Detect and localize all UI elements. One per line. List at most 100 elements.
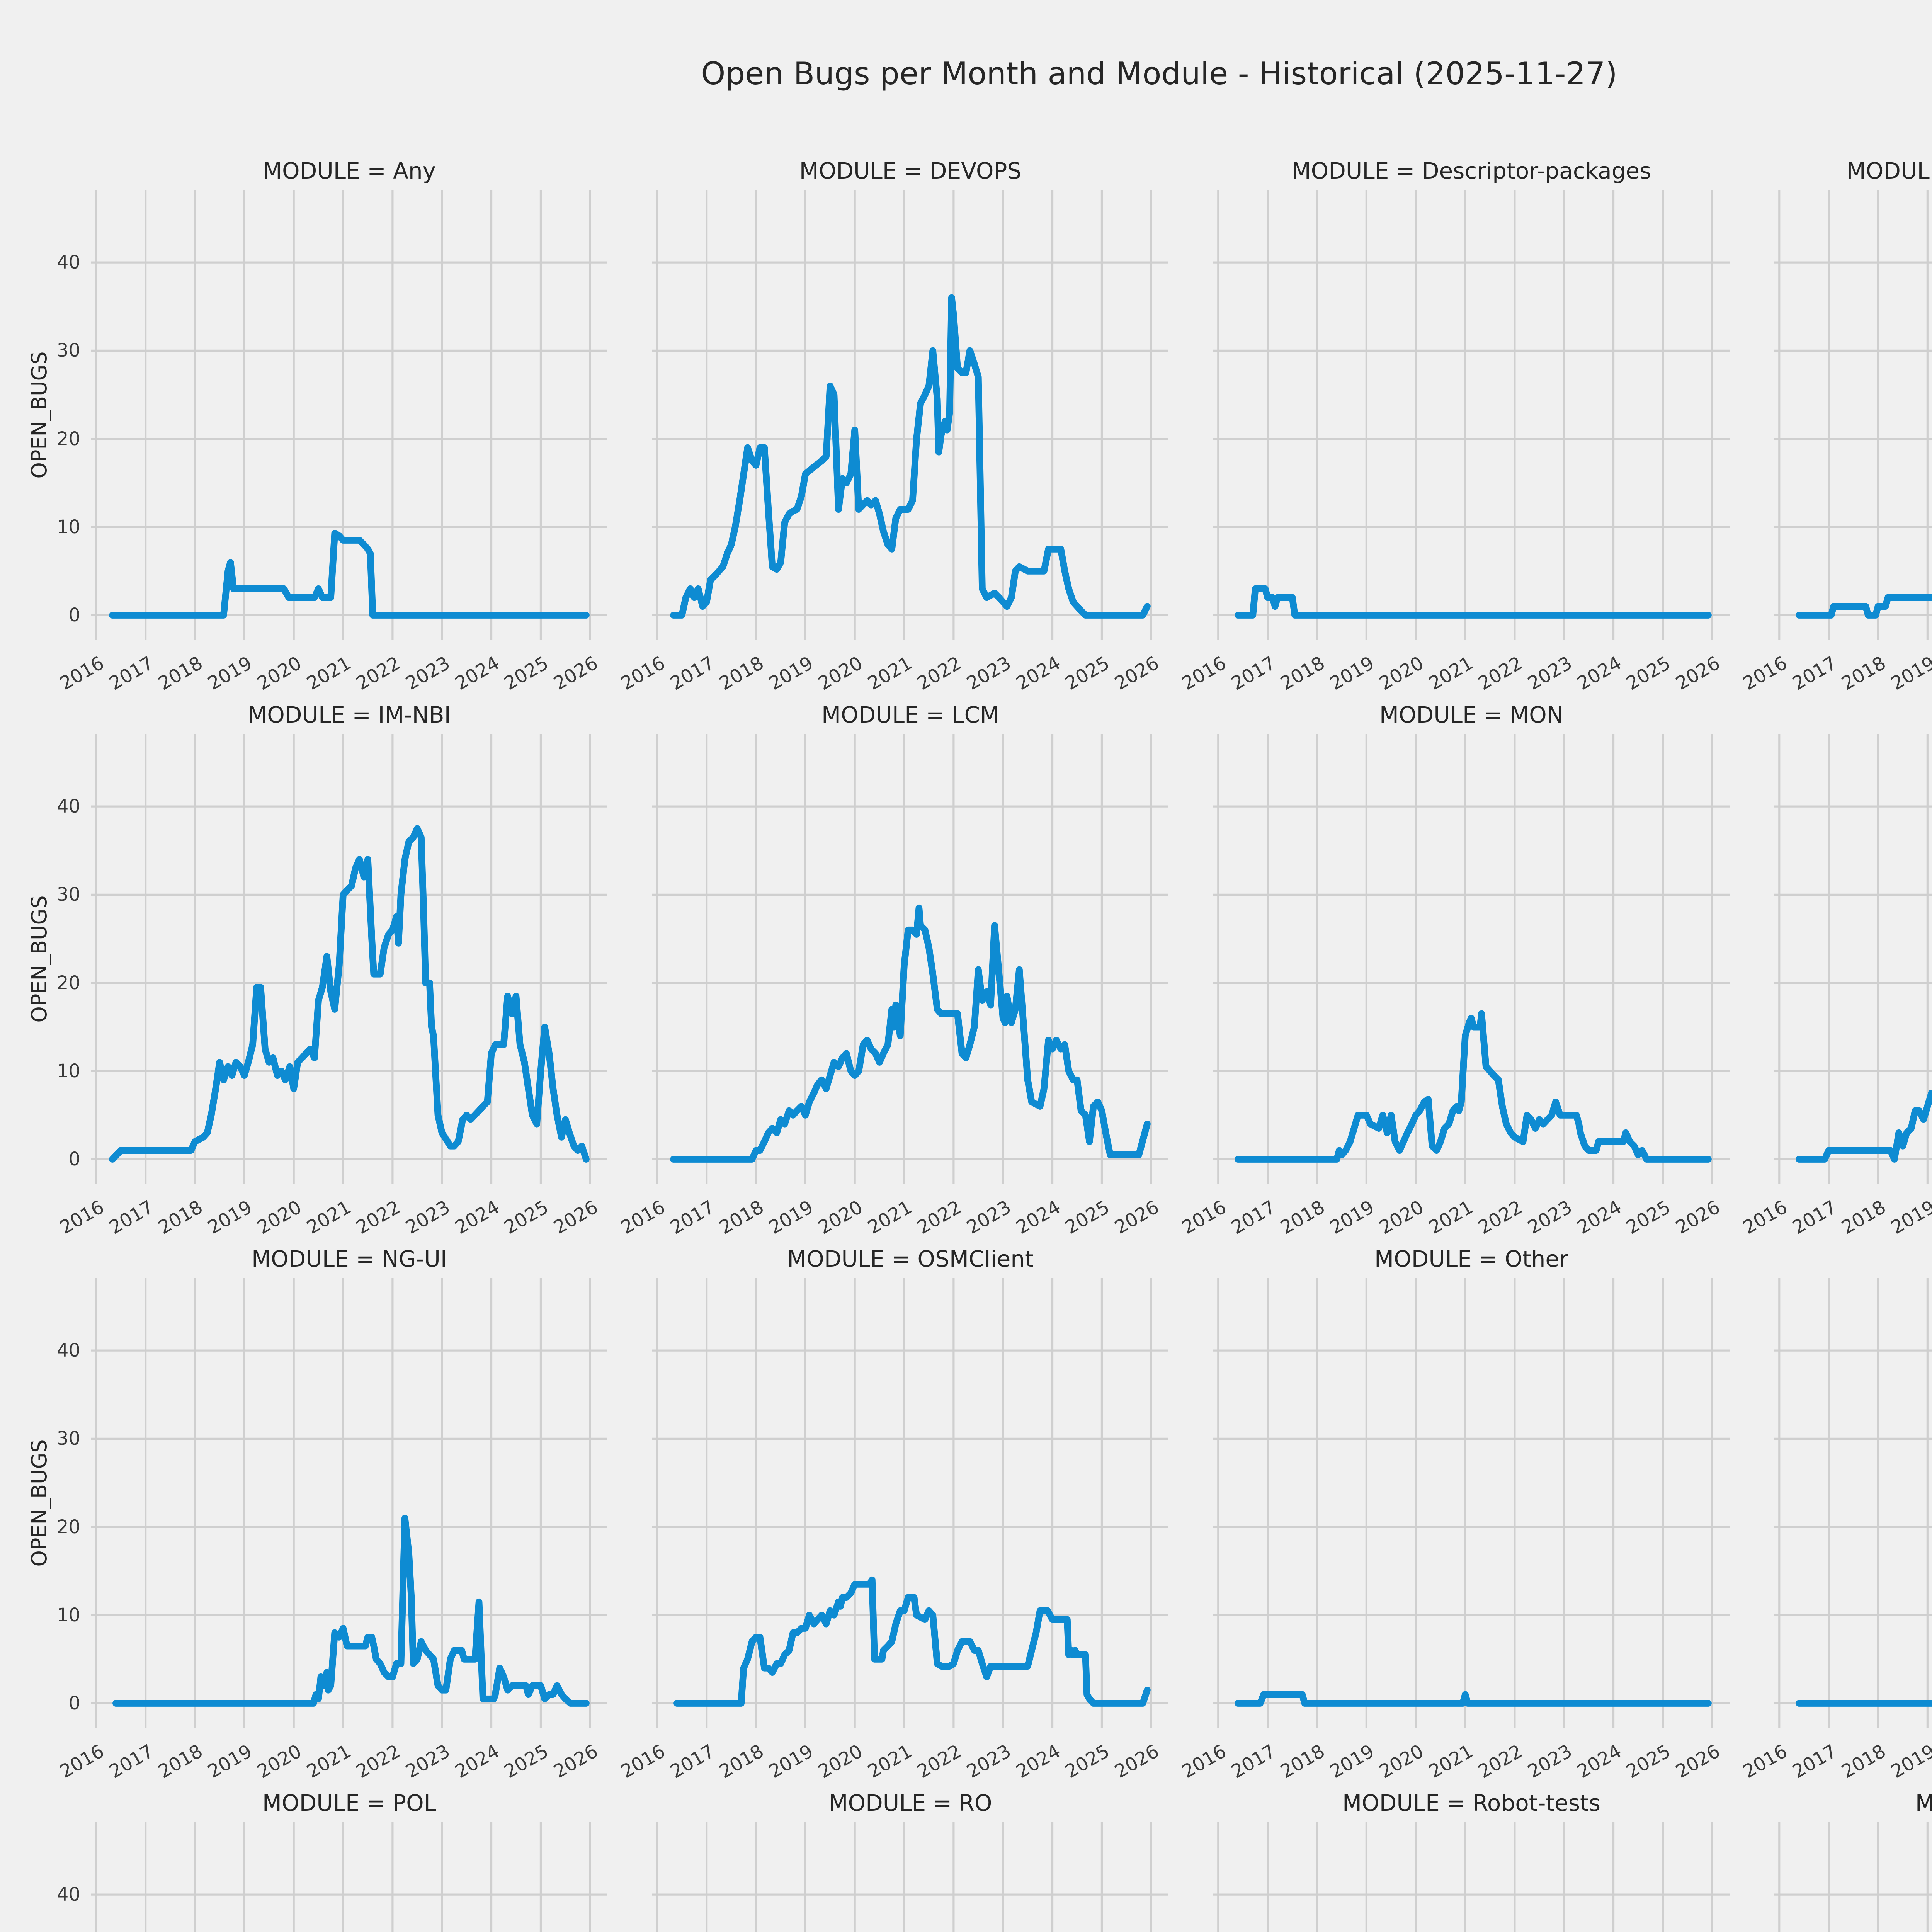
facet-title-descriptor-packages: MODULE = Descriptor-packages xyxy=(1291,158,1651,184)
x-tick-label: 2017 xyxy=(1227,1196,1279,1239)
x-tick-label: 2017 xyxy=(105,652,157,695)
plot-area-ro xyxy=(652,1822,1168,1932)
svg-text:OPEN_BUGS: OPEN_BUGS xyxy=(27,895,51,1022)
x-tick-label: 2016 xyxy=(56,652,108,695)
x-tick-label: 2019 xyxy=(204,652,256,695)
series-line-open-bugs xyxy=(670,904,1151,1163)
x-tick-label: 2022 xyxy=(352,1196,404,1239)
plot-area-other xyxy=(1213,1278,1730,1728)
x-tick-label: 2022 xyxy=(1475,652,1526,695)
y-tick-label: 40 xyxy=(56,1340,80,1362)
y-axis-label: OPEN_BUGS xyxy=(19,1822,59,1932)
x-tick-label: 2020 xyxy=(1376,1196,1428,1239)
series-line-open-bugs xyxy=(1796,1090,1932,1163)
y-tick-label: 10 xyxy=(56,1604,80,1626)
x-tick-label: 2023 xyxy=(1524,1740,1576,1783)
x-tick-label: 2021 xyxy=(1425,652,1477,695)
series-line-open-bugs xyxy=(1796,594,1932,619)
plot-area-pol xyxy=(91,1822,607,1932)
plot-area-devops xyxy=(652,190,1168,640)
x-tick-label: 2017 xyxy=(1227,1740,1279,1783)
y-tick-label: 40 xyxy=(56,252,80,274)
series-line-open-bugs xyxy=(673,1576,1151,1707)
x-tick-label: 2022 xyxy=(913,1740,965,1783)
facet-title-robot-tests: MODULE = Robot-tests xyxy=(1342,1790,1600,1816)
x-tick-label: 2017 xyxy=(1227,652,1279,695)
x-tick-label: 2019 xyxy=(204,1196,256,1239)
x-tick-label: 2025 xyxy=(1061,1196,1114,1239)
x-tick-label: 2024 xyxy=(1012,1740,1064,1783)
y-tick-label: 0 xyxy=(68,1692,80,1714)
x-tick-label: 2026 xyxy=(1111,1740,1163,1783)
x-tick-label: 2023 xyxy=(963,1196,1015,1239)
x-tick-label: 2020 xyxy=(253,1740,306,1783)
x-tick-label: 2026 xyxy=(1111,1196,1163,1239)
facet-title-pol: MODULE = POL xyxy=(262,1790,437,1816)
x-tick-label: 2021 xyxy=(864,1740,916,1783)
x-tick-label: 2017 xyxy=(1788,1196,1840,1239)
x-tick-label: 2021 xyxy=(864,1196,916,1239)
x-tick-label: 2017 xyxy=(105,1196,157,1239)
x-tick-label: 2026 xyxy=(1672,1740,1724,1783)
x-tick-label: 2019 xyxy=(1326,1740,1378,1783)
facet-title-unknown: MODULE = Unknown xyxy=(1915,1790,1932,1816)
x-tick-label: 2023 xyxy=(963,652,1015,695)
x-tick-label: 2023 xyxy=(401,652,454,695)
y-tick-label: 40 xyxy=(56,796,80,818)
x-tick-label: 2021 xyxy=(1425,1196,1477,1239)
x-tick-label: 2019 xyxy=(1887,1740,1932,1783)
svg-text:OPEN_BUGS: OPEN_BUGS xyxy=(27,351,51,478)
y-tick-label: 40 xyxy=(56,1884,80,1906)
x-tick-label: 2020 xyxy=(815,1740,867,1783)
x-tick-label: 2017 xyxy=(1788,1740,1840,1783)
x-tick-label: 2018 xyxy=(716,652,768,695)
x-tick-label: 2025 xyxy=(500,652,553,695)
x-tick-label: 2017 xyxy=(666,1196,718,1239)
y-tick-label: 20 xyxy=(56,428,80,450)
figure-title: Open Bugs per Month and Module - Histori… xyxy=(701,56,1617,92)
x-tick-label: 2022 xyxy=(352,652,404,695)
x-tick-label: 2018 xyxy=(1838,1740,1890,1783)
x-tick-label: 2018 xyxy=(1277,1740,1329,1783)
x-tick-label: 2024 xyxy=(451,1196,503,1239)
plot-area-n2vc xyxy=(1774,734,1932,1184)
x-tick-label: 2018 xyxy=(716,1196,768,1239)
plot-area-any xyxy=(91,190,607,640)
y-axis-label: OPEN_BUGS xyxy=(27,1439,51,1566)
series-line-open-bugs xyxy=(1235,585,1712,619)
x-tick-label: 2026 xyxy=(550,652,602,695)
x-tick-label: 2025 xyxy=(1622,1740,1675,1783)
facet-title-devops: MODULE = DEVOPS xyxy=(799,158,1022,184)
x-tick-label: 2016 xyxy=(1178,1196,1230,1239)
x-tick-label: 2019 xyxy=(1326,652,1378,695)
x-tick-label: 2017 xyxy=(666,652,718,695)
x-tick-label: 2026 xyxy=(1672,652,1724,695)
plot-area-documentation-wiki xyxy=(1774,190,1932,640)
x-tick-label: 2019 xyxy=(1326,1196,1378,1239)
x-tick-label: 2018 xyxy=(155,1196,207,1239)
x-tick-label: 2018 xyxy=(1838,1196,1890,1239)
plot-area-im-nbi xyxy=(91,734,607,1184)
x-tick-label: 2016 xyxy=(617,1196,669,1239)
x-tick-label: 2021 xyxy=(303,652,355,695)
x-tick-label: 2019 xyxy=(1887,1196,1932,1239)
x-tick-label: 2020 xyxy=(815,1196,867,1239)
x-tick-label: 2018 xyxy=(716,1740,768,1783)
x-tick-label: 2024 xyxy=(451,1740,503,1783)
series-line-open-bugs xyxy=(1235,1691,1712,1707)
x-tick-label: 2025 xyxy=(1061,1740,1114,1783)
plot-area-lcm xyxy=(652,734,1168,1184)
x-tick-label: 2026 xyxy=(550,1740,602,1783)
x-tick-label: 2026 xyxy=(550,1196,602,1239)
x-tick-label: 2025 xyxy=(1622,1196,1675,1239)
x-tick-label: 2018 xyxy=(155,1740,207,1783)
x-tick-label: 2021 xyxy=(303,1740,355,1783)
x-tick-label: 2024 xyxy=(1573,1196,1625,1239)
x-tick-label: 2026 xyxy=(1672,1196,1724,1239)
facet-title-any: MODULE = Any xyxy=(263,158,436,184)
y-tick-label: 30 xyxy=(56,884,80,906)
series-line-open-bugs xyxy=(670,294,1151,619)
x-tick-label: 2019 xyxy=(204,1740,256,1783)
series-line-open-bugs xyxy=(1235,1010,1712,1163)
y-tick-label: 0 xyxy=(68,604,80,626)
